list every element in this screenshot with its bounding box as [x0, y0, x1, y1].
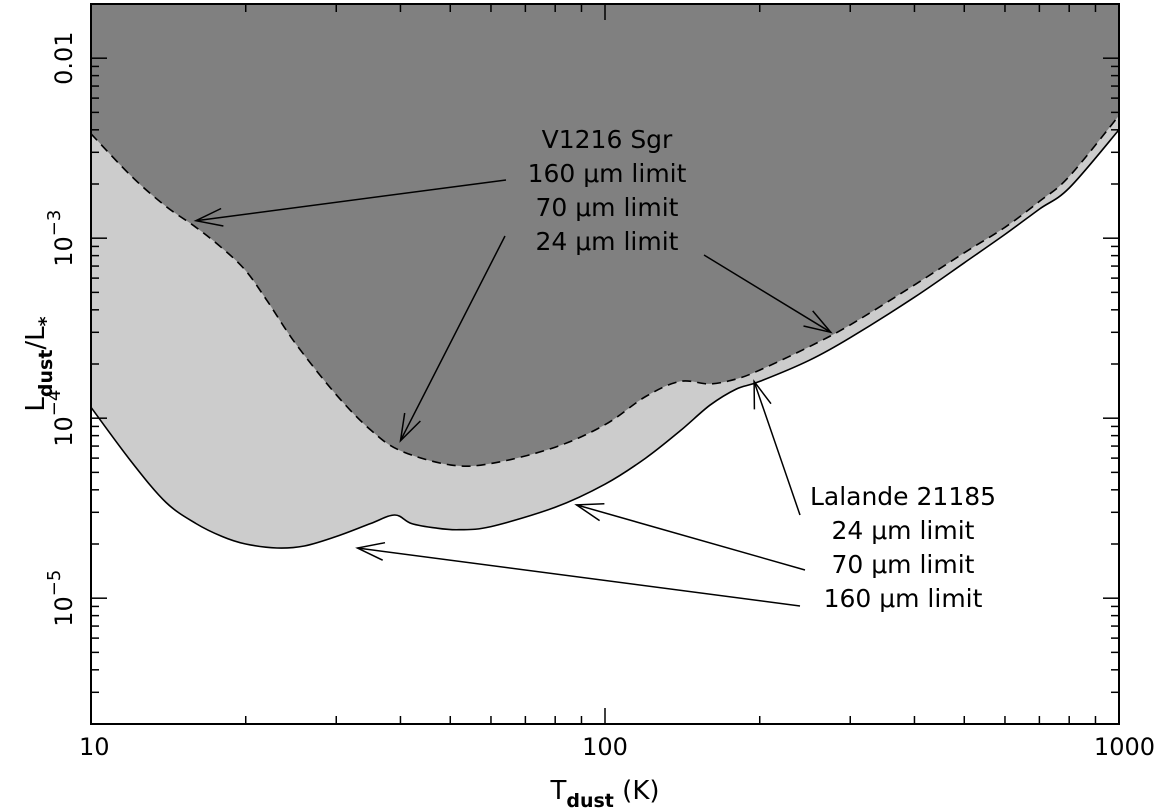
- annotation-arrow: [357, 547, 801, 607]
- x-tick-label: 1000: [1094, 733, 1155, 761]
- annotation-arrow: [399, 235, 506, 442]
- annotation-arrow: [576, 504, 806, 571]
- x-tick-label: 100: [582, 733, 628, 761]
- arrow-head: [399, 412, 421, 443]
- arrow-head: [753, 379, 772, 410]
- lalande-21185-limit-curve: [91, 129, 1119, 549]
- arrow-head: [193, 207, 224, 227]
- arrow-head: [355, 541, 386, 561]
- annotation-line: 24 μm limit: [832, 516, 975, 545]
- annotation-line: Lalande 21185: [810, 482, 996, 511]
- arrow-head: [574, 502, 605, 522]
- annotation-line: 24 μm limit: [536, 227, 679, 256]
- annotation-arrow: [753, 381, 801, 516]
- lalande-annotation: Lalande 21185 24 μm limit 70 μm limit 160 μ…: [355, 379, 996, 613]
- v1216-sgr-excluded-area: [91, 4, 1119, 467]
- annotation-line: 70 μm limit: [536, 193, 679, 222]
- y-tick-label: 0.01: [50, 31, 78, 84]
- annotation-line: 70 μm limit: [832, 550, 975, 579]
- y-tick-label: 10−4: [44, 390, 78, 447]
- x-axis-title: Tdust (K): [549, 776, 659, 812]
- y-tick-label: 10−5: [44, 570, 78, 627]
- annotation-line: V1216 Sgr: [542, 125, 673, 154]
- v1216-sgr-limit-curve: [91, 115, 1119, 468]
- y-tick-label: 10−3: [44, 210, 78, 267]
- v1216-annotation: V1216 Sgr 160 μm limit 70 μm limit 24 μm li…: [193, 125, 833, 443]
- plot-frame: [90, 3, 1120, 725]
- annotation-arrow: [703, 254, 832, 333]
- arrow-head: [803, 310, 833, 334]
- annotation-line: 160 μm limit: [824, 584, 983, 613]
- annotation-arrow: [195, 179, 507, 222]
- y-axis-title: Ldust/L*: [21, 316, 57, 411]
- x-tick-label: 10: [79, 733, 110, 761]
- annotation-line: 160 μm limit: [528, 159, 687, 188]
